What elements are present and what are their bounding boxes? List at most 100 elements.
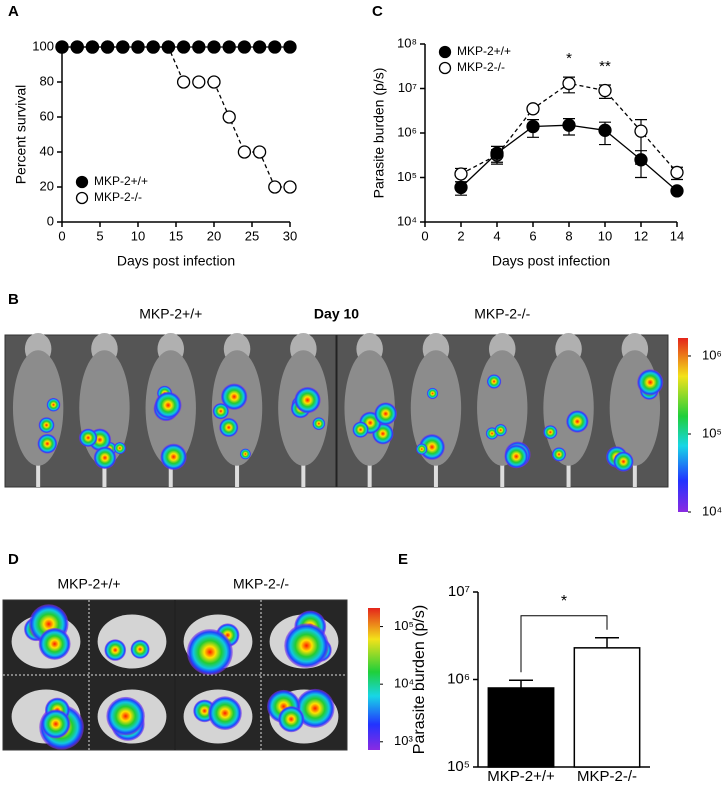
- signal-blob: [294, 386, 321, 414]
- point: [490, 146, 504, 160]
- point: [634, 124, 648, 138]
- legend-label: MKP-2-/-: [94, 190, 142, 204]
- legend-label: MKP-2-/-: [457, 60, 505, 74]
- panel-label: E: [398, 551, 408, 568]
- point: [283, 180, 297, 194]
- point: [222, 110, 236, 124]
- x-tick-label: 30: [283, 228, 297, 243]
- y-tick-label: 10⁶: [447, 670, 470, 687]
- signal-blob: [104, 639, 127, 661]
- bar: [573, 647, 641, 768]
- x-tick-label: 14: [670, 228, 684, 243]
- x-axis-label: Days post infection: [492, 253, 610, 269]
- point: [192, 75, 206, 89]
- signal-blob: [494, 423, 507, 437]
- signal-blob: [106, 696, 145, 736]
- point: [207, 40, 221, 54]
- panel-label: B: [8, 291, 19, 308]
- panel-label: C: [372, 3, 383, 20]
- x-tick-label: 25: [245, 228, 259, 243]
- point: [526, 102, 540, 116]
- legend-label: MKP-2+/+: [94, 174, 148, 188]
- colorbar-tick-label: 10⁵: [702, 425, 722, 440]
- x-tick-label: 15: [169, 228, 183, 243]
- point: [237, 145, 252, 159]
- point: [131, 40, 145, 54]
- legend-marker: [75, 191, 89, 205]
- signal-blob: [284, 623, 329, 668]
- signal-blob: [613, 451, 634, 472]
- point: [268, 180, 282, 194]
- significance: **: [599, 58, 611, 75]
- mouse-body: [410, 350, 462, 466]
- signal-blob: [130, 639, 150, 659]
- y-tick-label: 10⁷: [448, 583, 470, 600]
- x-tick-label: 6: [529, 228, 536, 243]
- signal-blob: [637, 369, 664, 396]
- signal-blob: [41, 709, 71, 739]
- x-tick-label: 12: [634, 228, 648, 243]
- point: [598, 83, 612, 98]
- y-tick-label: 20: [40, 178, 54, 193]
- point: [562, 76, 576, 91]
- point: [116, 40, 130, 54]
- group-label: MKP-2-/-: [233, 576, 289, 592]
- y-tick-label: 0: [47, 213, 54, 228]
- signal-blob: [504, 444, 529, 469]
- panel-label: D: [8, 551, 19, 568]
- x-tick-label: 0: [421, 228, 428, 243]
- point: [670, 184, 684, 198]
- point: [670, 165, 684, 180]
- x-axis-label: Days post infection: [117, 253, 235, 269]
- signal-blob: [551, 447, 567, 462]
- signal-blob: [426, 387, 439, 400]
- y-tick-label: 10⁵: [447, 758, 470, 775]
- point: [176, 40, 191, 54]
- x-tick-label: 4: [493, 228, 500, 243]
- point: [70, 40, 84, 54]
- group-label: MKP-2-/-: [474, 306, 530, 322]
- signal-blob: [352, 421, 369, 438]
- x-tick-label: 2: [457, 228, 464, 243]
- point: [161, 40, 176, 54]
- point: [252, 40, 267, 54]
- error-bar: [509, 679, 533, 688]
- panel-label: A: [8, 3, 19, 20]
- image-title: Day 10: [314, 306, 359, 322]
- point: [146, 40, 160, 54]
- colorbar-tick-label: 10⁶: [702, 347, 722, 362]
- signal-blob: [38, 417, 55, 434]
- point: [85, 40, 100, 54]
- point: [598, 123, 612, 137]
- point: [252, 145, 267, 159]
- y-tick-label: 10⁸: [397, 35, 417, 50]
- point: [192, 40, 206, 54]
- x-tick-label: 0: [58, 228, 65, 243]
- signal-blob: [212, 403, 229, 420]
- colorbar-tick-label: 10⁵: [394, 618, 414, 633]
- signal-blob: [221, 383, 248, 410]
- y-axis-label: Percent survival: [13, 85, 29, 185]
- signal-blob: [38, 627, 71, 660]
- significance: *: [566, 50, 572, 67]
- signal-blob: [543, 425, 558, 440]
- colorbar-tick-label: 10⁴: [702, 503, 722, 518]
- y-tick-label: 10⁷: [398, 80, 417, 95]
- signal-blob: [374, 402, 398, 426]
- mouse-body: [543, 350, 594, 466]
- y-tick-label: 100: [32, 38, 54, 53]
- y-tick-label: 60: [40, 108, 54, 123]
- signal-blob: [278, 706, 305, 733]
- brain: [97, 614, 167, 669]
- point: [222, 40, 236, 54]
- x-tick-label: 20: [207, 228, 221, 243]
- point: [283, 40, 297, 54]
- legend-label: MKP-2+/+: [457, 44, 511, 58]
- error-bar: [595, 637, 619, 648]
- signal-blob: [416, 443, 428, 455]
- colorbar-tick-label: 10⁴: [394, 676, 414, 691]
- group-label: MKP-2+/+: [57, 576, 120, 592]
- colorbar: [368, 608, 380, 750]
